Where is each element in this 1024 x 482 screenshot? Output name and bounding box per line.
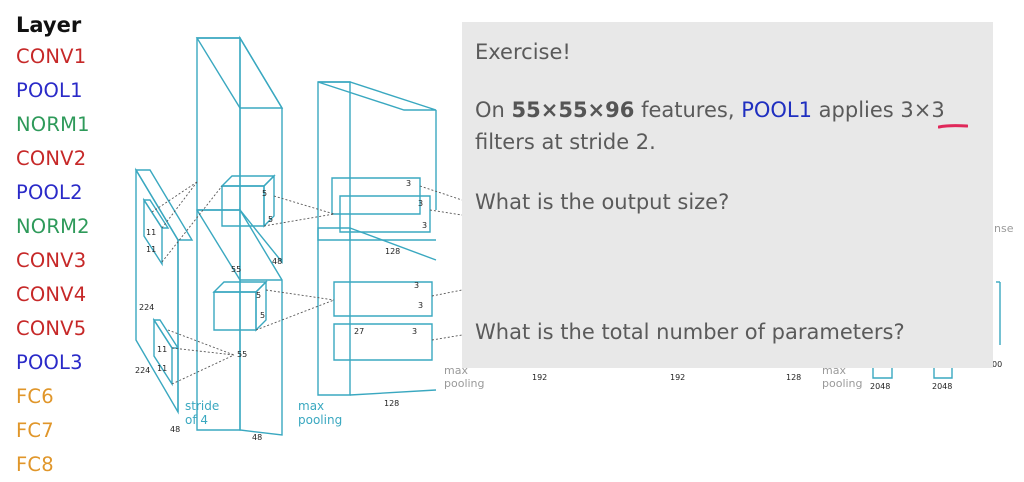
layer-item-norm1: NORM1 bbox=[16, 113, 90, 136]
layer-item-conv1: CONV1 bbox=[16, 45, 87, 68]
conv1-top-front bbox=[196, 37, 241, 211]
layer-list-title: Layer bbox=[16, 13, 82, 37]
layer-item-conv5: CONV5 bbox=[16, 317, 87, 340]
svg-text:3: 3 bbox=[412, 327, 417, 336]
svg-text:27: 27 bbox=[354, 327, 364, 336]
svg-text:3: 3 bbox=[422, 221, 427, 230]
svg-text:5: 5 bbox=[256, 291, 261, 300]
layer-item-fc7: FC7 bbox=[16, 419, 54, 442]
layer-item-pool3: POOL3 bbox=[16, 351, 83, 374]
layer-item-fc6: FC6 bbox=[16, 385, 54, 408]
exercise-panel: Exercise! On 55×55×96 features, POOL1 ap… bbox=[462, 22, 993, 368]
question-parameters: What is the total number of parameters? bbox=[475, 320, 905, 344]
svg-text:5: 5 bbox=[260, 311, 265, 320]
svg-text:48: 48 bbox=[170, 425, 180, 434]
pen-mark bbox=[938, 124, 968, 129]
svg-text:128: 128 bbox=[786, 373, 801, 382]
layer-item-conv2: CONV2 bbox=[16, 147, 87, 170]
svg-text:192: 192 bbox=[532, 373, 547, 382]
layer-item-conv4: CONV4 bbox=[16, 283, 87, 306]
exercise-title: Exercise! bbox=[475, 40, 571, 64]
svg-text:128: 128 bbox=[384, 399, 399, 408]
conv2-top-front bbox=[317, 81, 351, 241]
svg-text:00: 00 bbox=[992, 360, 1002, 369]
question-output-size: What is the output size? bbox=[475, 190, 730, 214]
layer-list: Layer CONV1 POOL1 NORM1 CONV2 POOL2 NORM2 CONV… bbox=[16, 10, 146, 482]
input-width-label: 224 bbox=[135, 366, 150, 375]
svg-text:11: 11 bbox=[157, 345, 167, 354]
svg-text:3: 3 bbox=[418, 301, 423, 310]
dense-label: nse bbox=[994, 222, 1014, 235]
svg-text:5: 5 bbox=[268, 215, 273, 224]
layer-item-pool2: POOL2 bbox=[16, 181, 83, 204]
svg-text:192: 192 bbox=[670, 373, 685, 382]
svg-text:3: 3 bbox=[406, 179, 411, 188]
input-image-side bbox=[134, 169, 194, 241]
svg-text:55: 55 bbox=[231, 265, 241, 274]
svg-text:55: 55 bbox=[237, 350, 247, 359]
svg-text:48: 48 bbox=[272, 257, 282, 266]
max-pooling-label-1: max pooling bbox=[298, 399, 342, 427]
layer-item-pool1: POOL1 bbox=[16, 79, 83, 102]
svg-text:2048: 2048 bbox=[932, 382, 952, 391]
svg-text:11: 11 bbox=[146, 228, 156, 237]
svg-text:48: 48 bbox=[252, 433, 262, 442]
svg-text:3: 3 bbox=[414, 281, 419, 290]
svg-text:11: 11 bbox=[146, 245, 156, 254]
layer-item-conv3: CONV3 bbox=[16, 249, 87, 272]
svg-text:128: 128 bbox=[385, 247, 400, 256]
layer-item-norm2: NORM2 bbox=[16, 215, 90, 238]
svg-text:3: 3 bbox=[418, 199, 423, 208]
layer-items: CONV1 POOL1 NORM1 CONV2 POOL2 NORM2 CONV3 CONV4… bbox=[16, 40, 146, 482]
stride-label: stride of 4 bbox=[185, 399, 219, 427]
input-height-label: 224 bbox=[139, 303, 154, 312]
layer-item-fc8: FC8 bbox=[16, 453, 54, 476]
exercise-description: On 55×55×96 features, POOL1 applies 3×3 … bbox=[475, 98, 945, 154]
svg-text:11: 11 bbox=[157, 364, 167, 373]
svg-text:5: 5 bbox=[262, 189, 267, 198]
svg-text:2048: 2048 bbox=[870, 382, 890, 391]
conv1-bottom-front bbox=[196, 209, 241, 431]
